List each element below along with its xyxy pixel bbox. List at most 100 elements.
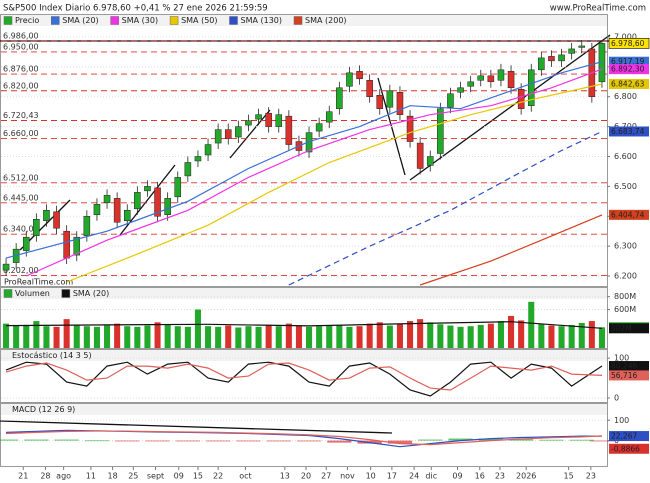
candle-body bbox=[396, 92, 404, 115]
volume-bar bbox=[265, 324, 272, 348]
x-tick-label: dic bbox=[425, 472, 437, 481]
histogram-bar bbox=[54, 439, 79, 441]
histogram-bar bbox=[539, 439, 564, 441]
volume-bar bbox=[93, 326, 100, 348]
candle-body bbox=[497, 69, 505, 81]
candle-body bbox=[437, 108, 444, 154]
y-tick-label: 100 bbox=[614, 354, 629, 363]
y-tick-label: 6.500 bbox=[614, 182, 637, 191]
x-tick-label: 28 bbox=[40, 472, 50, 481]
volume-bar bbox=[73, 324, 80, 348]
indicator-line bbox=[5, 321, 603, 329]
x-tick-label: sept bbox=[147, 472, 164, 481]
candle-body bbox=[265, 112, 272, 127]
candle-body bbox=[194, 156, 202, 162]
volume-bar bbox=[336, 324, 343, 348]
level-label: 6.202,00 bbox=[3, 266, 39, 275]
candle-body bbox=[93, 204, 101, 216]
level-label: 6.986,00 bbox=[3, 32, 39, 41]
candle-body bbox=[174, 177, 182, 198]
candle-body bbox=[366, 80, 373, 97]
x-tick-label: 09 bbox=[452, 472, 462, 481]
volume-bar bbox=[487, 323, 494, 348]
level-label: 6.340,00 bbox=[3, 225, 39, 234]
candle-body bbox=[83, 216, 91, 236]
volume-bar bbox=[205, 326, 212, 348]
y-tick-label: 6.300 bbox=[614, 242, 637, 251]
volume-bar bbox=[396, 323, 403, 348]
candle-body bbox=[467, 81, 474, 87]
candle-body bbox=[285, 115, 293, 145]
volume-bar bbox=[144, 325, 151, 348]
volume-bar bbox=[316, 326, 323, 348]
legend-swatch bbox=[50, 16, 60, 25]
site-name: www.ProRealTime.com bbox=[550, 4, 646, 14]
x-tick-label: 23 bbox=[495, 472, 505, 481]
x-tick-label: oct bbox=[239, 472, 251, 481]
value-label-box bbox=[609, 56, 649, 67]
candle-body bbox=[123, 210, 131, 221]
volume-bar bbox=[497, 321, 504, 348]
x-tick-label: 21 bbox=[18, 472, 28, 481]
x-tick-label: 11 bbox=[86, 472, 96, 481]
legend-strip bbox=[1, 15, 607, 26]
value-label-box bbox=[609, 209, 649, 220]
value-label: 307M bbox=[611, 324, 632, 333]
x-tick-label: nov bbox=[340, 472, 355, 481]
value-label: 22,267 bbox=[611, 432, 637, 441]
candle-body bbox=[457, 87, 464, 93]
level-label: 6.876,00 bbox=[3, 65, 39, 74]
candle-body bbox=[2, 263, 10, 271]
volume-bar bbox=[23, 324, 30, 348]
volume-bar bbox=[215, 326, 222, 348]
volume-bar bbox=[3, 323, 10, 348]
y-tick-label: 6.800 bbox=[614, 92, 637, 101]
candle-body bbox=[325, 111, 333, 123]
histogram-bar bbox=[387, 440, 413, 444]
volume-bar bbox=[275, 326, 282, 348]
histogram-bar bbox=[84, 440, 110, 442]
histogram-bar bbox=[206, 440, 231, 442]
panel-frames bbox=[0, 14, 608, 467]
volume-bar bbox=[285, 323, 292, 348]
volume-bar bbox=[568, 324, 575, 348]
candle-body bbox=[33, 219, 40, 236]
volume-bar bbox=[134, 326, 141, 348]
histogram-bar bbox=[266, 440, 291, 442]
candle-body bbox=[487, 75, 495, 83]
candle-body bbox=[63, 230, 70, 259]
candle-body bbox=[73, 236, 81, 256]
value-label: 80,246 bbox=[611, 362, 637, 371]
volume-bar bbox=[356, 326, 363, 348]
volume-bar bbox=[376, 322, 383, 348]
volume-bar bbox=[538, 323, 545, 348]
legend-strip bbox=[1, 350, 607, 361]
histogram-bar bbox=[145, 440, 170, 442]
y-tick-label: 100 bbox=[614, 416, 629, 425]
candle-body bbox=[426, 156, 434, 166]
y-tick-label: 800M bbox=[614, 292, 636, 301]
trend-line bbox=[229, 109, 271, 159]
value-label: 6.404,74 bbox=[611, 210, 645, 219]
candle-body bbox=[204, 144, 212, 156]
candle-body bbox=[184, 162, 192, 177]
candle-body bbox=[548, 56, 555, 62]
candle-body bbox=[376, 94, 384, 109]
y-tick-label: 600M bbox=[614, 305, 636, 314]
indicator-line bbox=[419, 214, 603, 286]
level-label: 6.950,00 bbox=[3, 42, 39, 51]
volume-bar bbox=[306, 326, 313, 348]
volume-bar bbox=[174, 326, 181, 348]
histogram-bar bbox=[418, 439, 443, 441]
candle-body bbox=[235, 126, 242, 138]
candle-body bbox=[386, 90, 394, 108]
volume-bar bbox=[427, 322, 434, 348]
legend-label: Precio bbox=[15, 16, 39, 25]
y-tick-label: 6.600 bbox=[614, 152, 637, 161]
volume-bar bbox=[467, 326, 474, 348]
candle-body bbox=[103, 195, 111, 204]
legend-label: SMA (130) bbox=[241, 16, 283, 25]
histogram-bar bbox=[236, 440, 261, 442]
candle-body bbox=[22, 236, 30, 251]
